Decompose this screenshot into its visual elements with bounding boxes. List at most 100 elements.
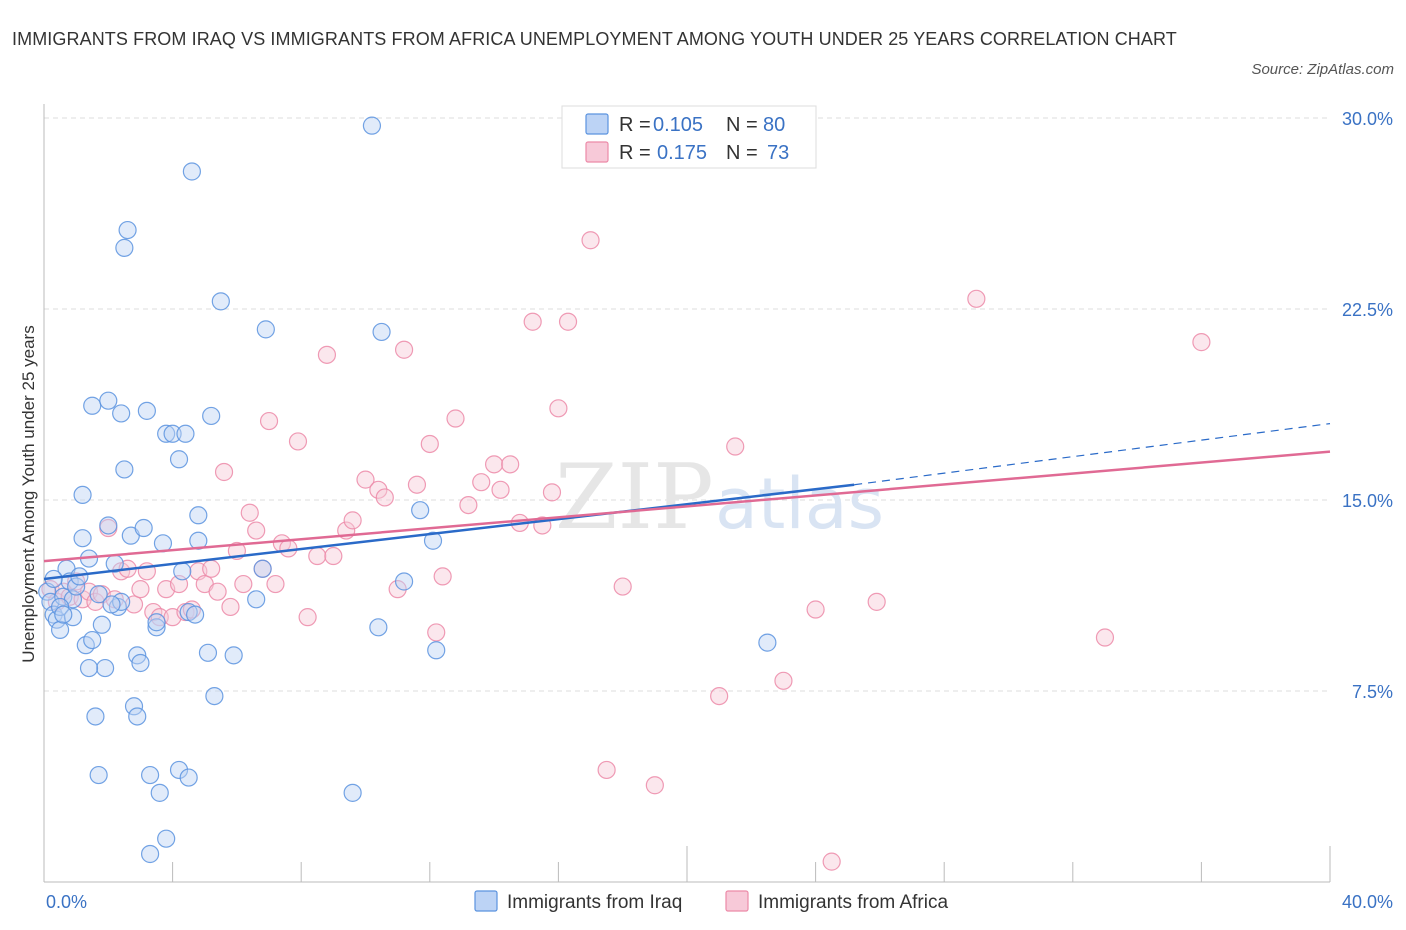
- series-africa-points: [41, 129, 1211, 871]
- africa-point-22: [182, 600, 201, 619]
- africa-point-17: [150, 608, 169, 627]
- y-tick-label-0: 7.5%: [1352, 682, 1393, 702]
- africa-point-41: [317, 345, 337, 364]
- watermark-zip: ZIP: [555, 445, 714, 550]
- africa-point-73: [774, 671, 793, 690]
- trend-lines: [43, 423, 1331, 581]
- legend-iraq-swatch: [585, 113, 609, 135]
- iraq-point-44: [140, 844, 160, 864]
- iraq-point-65: [343, 783, 362, 802]
- iraq-point-55: [189, 531, 208, 550]
- iraq-trend-extension: [854, 423, 1331, 486]
- iraq-point-46: [163, 424, 182, 443]
- iraq-point-52: [179, 768, 198, 787]
- legend-iraq-r-label: R =: [619, 114, 651, 136]
- x-tick-labels: 0.0% 40.0%: [46, 892, 1393, 912]
- iraq-point-37: [134, 518, 153, 538]
- bottom-legend-africa-label: Immigrants from Africa: [758, 892, 948, 913]
- africa-point-32: [247, 521, 266, 540]
- iraq-point-38: [137, 401, 156, 420]
- iraq-point-17: [89, 765, 108, 785]
- africa-point-30: [234, 574, 253, 594]
- iraq-point-27: [99, 391, 118, 410]
- iraq-point-57: [198, 643, 218, 662]
- africa-point-45: [356, 470, 375, 489]
- legend-iraq-r-value: 0.105: [653, 114, 703, 136]
- africa-point-31: [240, 503, 259, 522]
- africa-point-61: [523, 312, 542, 331]
- africa-point-76: [867, 592, 886, 611]
- iraq-point-58: [202, 406, 221, 426]
- africa-point-38: [288, 432, 308, 451]
- africa-point-54: [446, 409, 465, 428]
- iraq-point-16: [86, 707, 105, 726]
- iraq-point-60: [211, 292, 230, 311]
- iraq-point-45: [157, 424, 176, 443]
- iraq-point-75: [54, 605, 73, 624]
- chart-source: Source: ZipAtlas.com: [1251, 61, 1394, 78]
- africa-point-47: [375, 488, 394, 507]
- iraq-point-40: [147, 618, 166, 637]
- africa-point-14: [131, 580, 150, 599]
- africa-point-63: [542, 483, 562, 502]
- iraq-point-48: [176, 424, 195, 443]
- iraq-point-18: [92, 615, 111, 634]
- bottom-legend-iraq-label: Immigrants from Iraq: [507, 892, 682, 913]
- iraq-point-64: [256, 320, 275, 339]
- iraq-point-63: [253, 559, 272, 578]
- africa-point-44: [343, 511, 362, 530]
- africa-point-51: [420, 434, 439, 454]
- africa-point-53: [433, 567, 452, 586]
- iraq-point-66: [362, 116, 382, 135]
- legend-iraq-n-value: 80: [763, 114, 785, 136]
- legend-africa-n-value: 73: [767, 142, 789, 164]
- africa-point-4: [67, 572, 86, 591]
- legend-iraq-n-label: N =: [726, 114, 758, 136]
- iraq-point-72: [427, 641, 446, 660]
- africa-point-52: [427, 623, 446, 642]
- top-legend: R = 0.105 N = 80 R = 0.175 N = 73: [561, 105, 817, 169]
- y-tick-label-3: 30.0%: [1342, 109, 1393, 129]
- africa-point-40: [308, 546, 327, 566]
- iraq-point-29: [115, 460, 134, 479]
- iraq-point-20: [99, 516, 118, 535]
- iraq-point-22: [79, 658, 99, 678]
- africa-point-25: [202, 559, 221, 578]
- africa-point-55: [459, 495, 478, 515]
- iraq-point-71: [423, 531, 443, 550]
- iraq-point-31: [118, 220, 137, 240]
- legend-africa-r-label: R =: [619, 142, 651, 164]
- bottom-legend-africa-swatch: [725, 890, 749, 912]
- iraq-point-43: [157, 829, 176, 848]
- africa-point-75: [822, 852, 841, 871]
- iraq-point-28: [112, 404, 131, 423]
- africa-point-57: [485, 455, 504, 474]
- africa-point-35: [266, 574, 285, 594]
- iraq-point-12: [73, 529, 92, 548]
- y-tick-label-2: 22.5%: [1342, 300, 1393, 320]
- chart-title: IMMIGRANTS FROM IRAQ VS IMMIGRANTS FROM …: [12, 29, 1177, 49]
- africa-point-67: [581, 231, 600, 250]
- africa-point-26: [208, 582, 227, 601]
- bottom-legend-iraq-swatch: [474, 890, 498, 912]
- iraq-point-39: [140, 765, 160, 785]
- y-tick-labels: 7.5% 15.0% 22.5% 30.0%: [1342, 109, 1393, 702]
- africa-point-68: [597, 760, 616, 780]
- iraq-point-79: [147, 613, 166, 632]
- iraq-point-62: [247, 590, 266, 609]
- iraq-point-30: [115, 238, 134, 257]
- africa-point-50: [407, 475, 427, 494]
- africa-point-34: [259, 411, 279, 431]
- iraq-point-49: [169, 760, 189, 780]
- africa-trend-line: [43, 450, 1331, 563]
- iraq-trend-line: [43, 483, 855, 581]
- iraq-point-36: [131, 653, 150, 673]
- iraq-point-54: [186, 605, 205, 624]
- iraq-point-21: [73, 485, 92, 505]
- iraq-point-33: [124, 697, 144, 716]
- iraq-point-61: [224, 646, 243, 665]
- watermark: ZIP atlas: [555, 445, 884, 550]
- iraq-point-53: [182, 162, 201, 181]
- africa-point-28: [221, 597, 240, 617]
